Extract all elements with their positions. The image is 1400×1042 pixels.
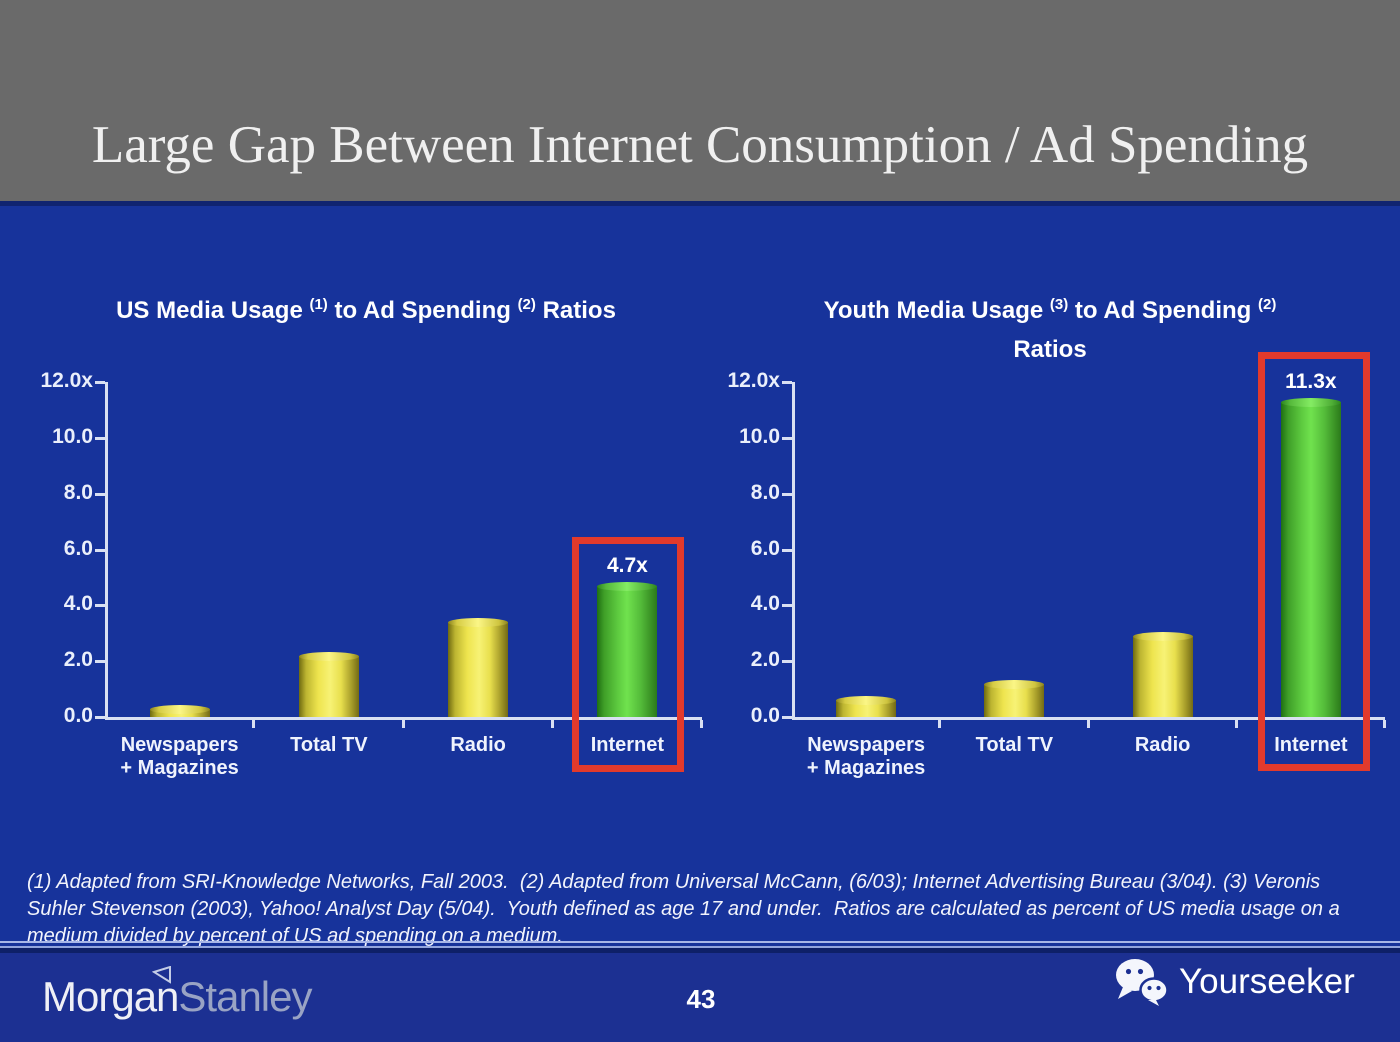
title-text: Youth Media Usage bbox=[823, 297, 1050, 324]
bar-value-label: 11.3x bbox=[1285, 369, 1337, 393]
y-tick-label: 0.0 bbox=[63, 704, 93, 727]
x-tick-mark bbox=[938, 720, 942, 728]
category-label: Total TV bbox=[975, 734, 1054, 756]
y-tick-label: 8.0 bbox=[750, 480, 780, 504]
yellow-bar bbox=[448, 618, 509, 720]
header-divider bbox=[0, 201, 1400, 206]
title-text: US Media Usage bbox=[116, 297, 310, 324]
y-tick-mark bbox=[95, 492, 105, 496]
bar-top-cap bbox=[448, 618, 509, 628]
title-text: Ratios bbox=[1013, 336, 1087, 363]
title-superscript: (1) bbox=[309, 296, 328, 313]
x-tick-mark bbox=[1383, 720, 1386, 728]
y-tick-mark bbox=[782, 436, 792, 440]
y-tick-mark bbox=[95, 660, 105, 664]
y-tick-mark bbox=[782, 604, 792, 608]
yourseeker-label: Yourseeker bbox=[1179, 962, 1355, 1001]
y-tick-label: 2.0 bbox=[750, 648, 780, 672]
green-bar bbox=[1280, 397, 1341, 720]
morgan-stanley-triangle-icon bbox=[152, 966, 171, 984]
morgan-stanley-logo: MorganStanley bbox=[42, 966, 313, 1020]
footer-separator-line-2 bbox=[0, 946, 1400, 948]
title-superscript: (2) bbox=[517, 296, 536, 313]
title-text: to Ad Spending bbox=[327, 297, 518, 324]
y-tick-label: 12.0x bbox=[727, 369, 780, 392]
y-tick-label: 10.0 bbox=[739, 424, 780, 448]
y-tick-mark bbox=[95, 381, 105, 384]
bar-top-cap bbox=[1280, 397, 1341, 407]
x-tick-mark bbox=[1234, 720, 1238, 728]
yellow-bar bbox=[149, 704, 210, 720]
x-axis-line bbox=[792, 717, 1385, 720]
slide-header: Large Gap Between Internet Consumption /… bbox=[0, 0, 1400, 201]
bar-top-cap bbox=[836, 696, 897, 706]
y-tick-mark bbox=[95, 604, 105, 608]
category-label: Total TV bbox=[290, 734, 368, 756]
y-tick-mark bbox=[782, 660, 792, 664]
internet-highlight-box bbox=[1258, 352, 1370, 771]
internet-highlight-box bbox=[572, 537, 684, 772]
bar-top-cap bbox=[298, 651, 359, 661]
y-tick-label: 2.0 bbox=[63, 648, 93, 672]
bar-top-cap bbox=[984, 679, 1045, 689]
green-bar bbox=[597, 581, 658, 720]
y-axis-line bbox=[792, 382, 795, 720]
category-label: Internet bbox=[590, 734, 665, 756]
yellow-bar bbox=[984, 679, 1045, 720]
y-tick-mark bbox=[95, 716, 105, 719]
y-tick-label: 10.0 bbox=[52, 424, 93, 448]
y-tick-label: 4.0 bbox=[750, 592, 780, 616]
y-tick-label: 4.0 bbox=[63, 592, 93, 616]
bar-top-cap bbox=[1132, 632, 1193, 642]
y-tick-mark bbox=[95, 548, 105, 552]
x-axis-line bbox=[105, 717, 702, 720]
slide-title: Large Gap Between Internet Consumption /… bbox=[91, 116, 1309, 174]
y-axis-line bbox=[105, 382, 108, 720]
yellow-bar bbox=[836, 696, 897, 720]
bar-top-cap bbox=[597, 581, 658, 591]
y-tick-label: 8.0 bbox=[63, 480, 93, 504]
y-tick-mark bbox=[782, 716, 792, 719]
title-superscript: (2) bbox=[1258, 296, 1277, 313]
y-tick-label: 0.0 bbox=[750, 704, 780, 727]
x-tick-mark bbox=[252, 720, 256, 728]
x-tick-mark bbox=[1086, 720, 1090, 728]
category-label: Radio bbox=[1134, 734, 1191, 756]
x-tick-mark bbox=[401, 720, 405, 728]
category-label: Radio bbox=[450, 734, 506, 756]
y-tick-mark bbox=[782, 381, 792, 384]
footer-separator-line bbox=[0, 941, 1400, 943]
y-tick-mark bbox=[95, 436, 105, 440]
footer-bar bbox=[0, 953, 1400, 1042]
y-tick-label: 6.0 bbox=[750, 536, 780, 560]
footer-separator-shadow bbox=[0, 948, 1400, 953]
yellow-bar bbox=[298, 651, 359, 720]
title-text: Ratios bbox=[535, 297, 616, 324]
bar-top-cap bbox=[149, 704, 210, 714]
morgan-stanley-logo-stanley: Stanley bbox=[178, 973, 312, 1020]
title-text: to Ad Spending bbox=[1068, 297, 1258, 324]
morgan-stanley-logo-morgan: Morgan bbox=[42, 973, 179, 1020]
category-label: Newspapers + Magazines bbox=[120, 734, 239, 779]
page-number: 43 bbox=[686, 984, 716, 1014]
chart-title: US Media Usage (1) to Ad Spending (2) Ra… bbox=[60, 293, 672, 332]
x-tick-mark bbox=[700, 720, 703, 728]
bar-value-label: 4.7x bbox=[606, 553, 648, 577]
y-tick-label: 12.0x bbox=[40, 369, 93, 392]
yourseeker-logo: Yourseeker bbox=[1114, 958, 1355, 1006]
yellow-bar bbox=[1132, 632, 1193, 720]
footnote: (1) Adapted from SRI-Knowledge Networks,… bbox=[27, 871, 1346, 947]
y-tick-label: 6.0 bbox=[63, 536, 93, 560]
wechat-icon bbox=[1116, 959, 1169, 1006]
y-tick-mark bbox=[782, 548, 792, 552]
title-superscript: (3) bbox=[1049, 296, 1069, 313]
y-tick-mark bbox=[782, 492, 792, 496]
category-label: Internet bbox=[1274, 734, 1348, 756]
chart-title: Youth Media Usage (3) to Ad Spending (2)… bbox=[758, 293, 1342, 368]
x-tick-mark bbox=[550, 720, 554, 728]
category-label: Newspapers + Magazines bbox=[806, 734, 926, 779]
